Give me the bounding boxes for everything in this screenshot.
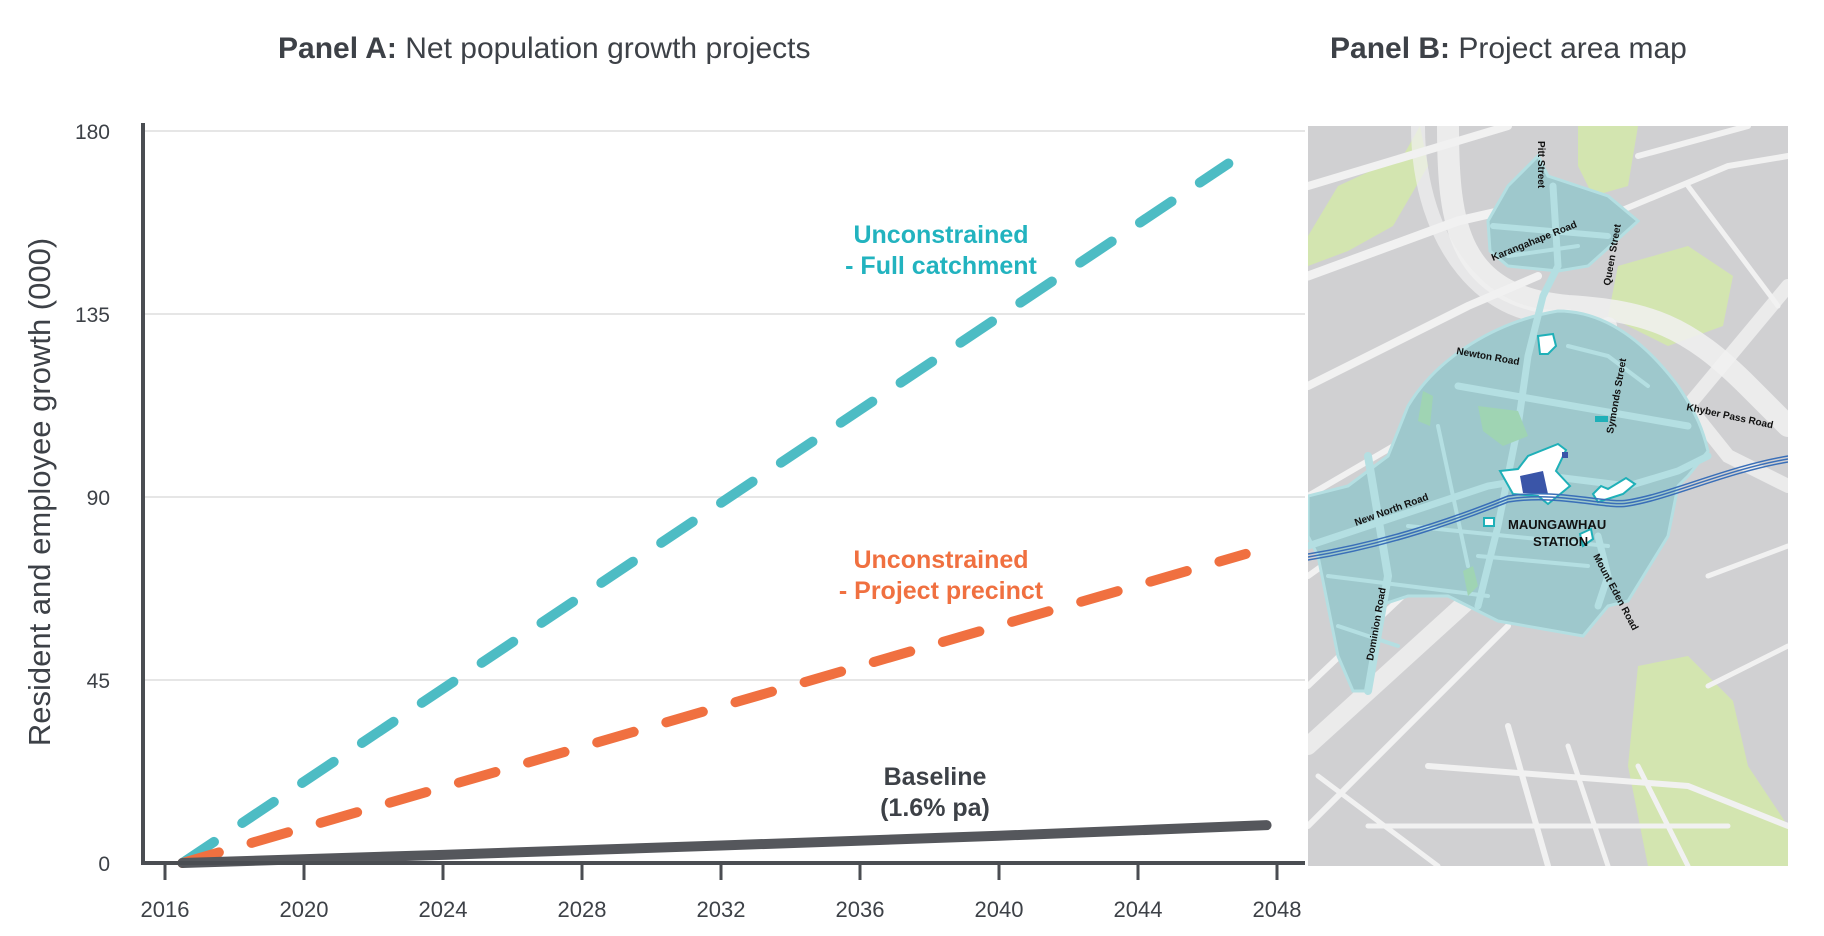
y-tick-label: 45 [87, 670, 110, 693]
y-axis-title: Resident and employee growth (000) [22, 238, 57, 746]
gridlines [143, 130, 1305, 681]
map-green-space [1418, 391, 1433, 426]
x-tick-label: 2020 [280, 897, 329, 922]
x-tick-label: 2028 [558, 897, 607, 922]
project-area-map: Pitt Street Karangahape Road Queen Stree… [1308, 126, 1788, 866]
project-site [1578, 527, 1595, 548]
x-tick-label: 2032 [697, 897, 746, 922]
station-label-line-2: STATION [1533, 534, 1588, 549]
map-svg: Pitt Street Karangahape Road Queen Stree… [1308, 126, 1788, 866]
label-baseline-line-2: (1.6% pa) [880, 794, 990, 822]
panel-a-chart: 0 45 90 135 180 2016 2020 2024 2028 2032 2036 2040 2… [22, 121, 1305, 922]
station-platform [1520, 471, 1548, 494]
series-baseline [177, 820, 1272, 868]
label-full-catchment-line-1: Unconstrained [853, 221, 1028, 249]
teal-marker [1595, 416, 1608, 422]
panel-a-title-bold: Panel A: [278, 32, 397, 65]
panel-b-title-bold: Panel B: [1330, 32, 1451, 65]
project-sites [1483, 332, 1637, 548]
rail-line [1308, 455, 1788, 561]
x-tick-label: 2040 [975, 897, 1024, 922]
panel-b-title-text: Project area map [1450, 32, 1687, 65]
series-full-catchment [177, 158, 1234, 868]
street-label-pitt-street: Pitt Street [1535, 141, 1546, 189]
x-tick-label: 2044 [1114, 897, 1163, 922]
station-label-line-1: MAUNGAWHAU [1508, 517, 1606, 532]
label-project-precinct-line-1: Unconstrained [853, 546, 1028, 574]
series-labels: Unconstrained - Full catchment Unconstrain… [839, 221, 1044, 822]
catchment-area-north [1486, 153, 1641, 273]
map-green-space [1463, 566, 1478, 596]
x-tick-label: 2024 [419, 897, 468, 922]
panel-b-title: Panel B: Project area map [1330, 32, 1687, 66]
ticks: 0 45 90 135 180 2016 2020 2024 2028 2032 2036 2040 2… [75, 121, 1302, 922]
project-site [1591, 476, 1637, 504]
label-full-catchment-line-2: - Full catchment [845, 252, 1037, 280]
label-project-precinct-line-2: - Project precinct [839, 577, 1044, 605]
y-tick-label: 90 [87, 487, 110, 510]
y-tick-label: 0 [98, 853, 110, 876]
map-green-space [1478, 406, 1528, 446]
x-tick-label: 2016 [141, 897, 190, 922]
series-project-precinct [177, 548, 1251, 868]
x-tick-label: 2048 [1253, 897, 1302, 922]
panel-a-title-text: Net population growth projects [396, 32, 811, 65]
station-marker [1562, 452, 1568, 458]
x-tick-label: 2036 [836, 897, 885, 922]
project-site [1483, 517, 1495, 527]
map-park [1628, 656, 1788, 866]
y-tick-label: 135 [75, 304, 110, 327]
series-lines [177, 158, 1272, 868]
map-park [1578, 126, 1638, 196]
catchment-area-south [1308, 309, 1710, 693]
panel-a-title: Panel A: Net population growth projects [278, 32, 811, 66]
axes [141, 123, 1305, 865]
label-baseline-line-1: Baseline [884, 763, 987, 791]
project-site [1536, 332, 1558, 355]
y-tick-label: 180 [75, 121, 110, 144]
